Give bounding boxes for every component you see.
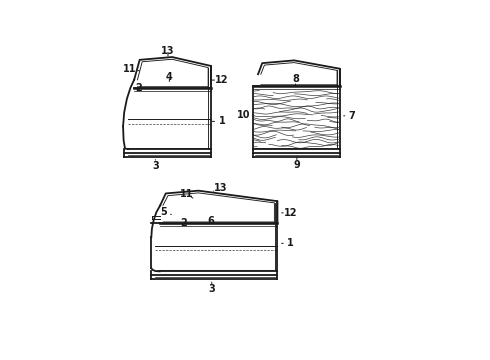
Text: 7: 7 — [348, 111, 355, 121]
Text: 2: 2 — [135, 82, 142, 93]
Text: 12: 12 — [215, 75, 229, 85]
Text: 10: 10 — [237, 110, 250, 120]
Text: 3: 3 — [208, 284, 215, 294]
Text: 13: 13 — [161, 46, 175, 56]
Text: 12: 12 — [284, 208, 297, 218]
Text: 8: 8 — [292, 74, 299, 84]
Text: 13: 13 — [215, 183, 228, 193]
Text: 1: 1 — [288, 238, 294, 248]
Text: 1: 1 — [219, 116, 225, 126]
Text: 3: 3 — [152, 161, 159, 171]
Text: 4: 4 — [166, 72, 173, 82]
Text: 9: 9 — [294, 160, 300, 170]
Text: 6: 6 — [208, 216, 214, 226]
Text: 11: 11 — [180, 189, 193, 199]
Text: 2: 2 — [181, 217, 187, 228]
Text: 11: 11 — [123, 64, 136, 74]
Text: 5: 5 — [160, 207, 167, 217]
